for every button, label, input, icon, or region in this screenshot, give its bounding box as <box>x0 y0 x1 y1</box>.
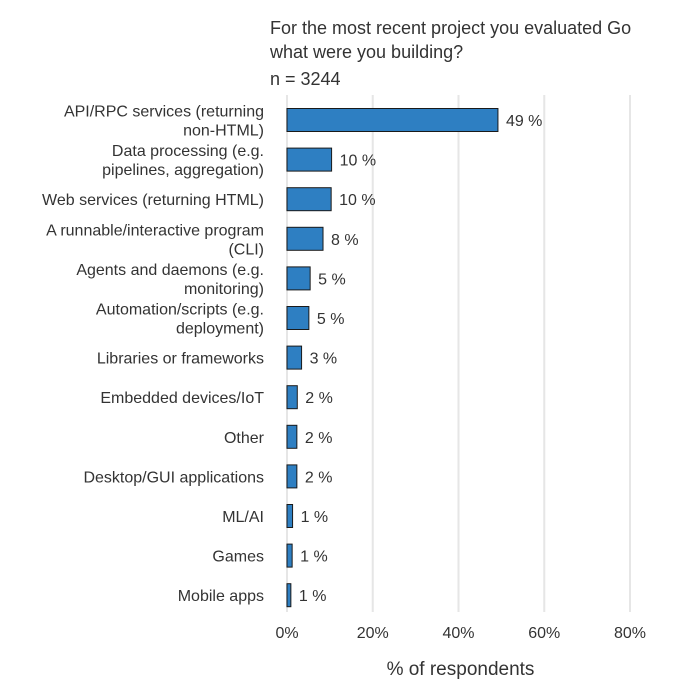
category-label: Desktop/GUI applications <box>83 469 264 486</box>
category-label: Data processing (e.g. <box>112 143 264 160</box>
value-label: 10 % <box>339 192 375 209</box>
category-label: Games <box>212 549 264 566</box>
x-tick-label: 60% <box>528 625 560 642</box>
bar <box>286 583 292 608</box>
bar <box>286 543 293 568</box>
category-label: Mobile apps <box>178 588 264 605</box>
bar <box>286 385 298 410</box>
bar <box>286 108 499 132</box>
bar <box>286 464 298 489</box>
bar <box>286 504 294 528</box>
bar <box>286 424 298 449</box>
category-label: pipelines, aggregation) <box>102 162 264 179</box>
x-tick-label: 40% <box>442 625 474 642</box>
value-label: 5 % <box>317 311 345 328</box>
bar <box>286 187 332 212</box>
value-label: 2 % <box>305 469 333 486</box>
value-label: 2 % <box>305 430 333 447</box>
x-tick-label: 80% <box>614 625 646 642</box>
category-label: A runnable/interactive program <box>46 222 264 239</box>
bar <box>286 345 303 370</box>
bar <box>286 147 333 172</box>
value-label: 49 % <box>506 113 542 130</box>
x-axis-title: % of respondents <box>387 659 535 680</box>
x-tick-label: 20% <box>357 625 389 642</box>
category-label: ML/AI <box>222 509 264 526</box>
value-label: 1 % <box>299 588 327 605</box>
category-label: Automation/scripts (e.g. <box>96 302 264 319</box>
category-label: non-HTML) <box>183 123 264 140</box>
bar <box>286 306 310 330</box>
category-label: monitoring) <box>184 281 264 298</box>
value-label: 10 % <box>340 153 376 170</box>
value-label: 8 % <box>331 232 359 249</box>
value-label: 1 % <box>300 549 328 566</box>
category-label: Libraries or frameworks <box>97 351 264 368</box>
category-label: (CLI) <box>228 241 264 258</box>
category-label: API/RPC services (returning <box>64 104 264 121</box>
bar <box>286 266 311 291</box>
value-label: 2 % <box>305 390 333 407</box>
category-label: Other <box>224 430 265 447</box>
value-label: 1 % <box>301 509 329 526</box>
category-label: deployment) <box>176 321 264 338</box>
value-label: 3 % <box>310 351 338 368</box>
chart-subtitle: n = 3244 <box>270 69 341 89</box>
value-label: 5 % <box>318 271 346 288</box>
x-tick-label: 0% <box>275 625 298 642</box>
category-label: Embedded devices/IoT <box>100 390 264 407</box>
chart-title-line-1: For the most recent project you evaluate… <box>270 18 632 38</box>
chart-title-line-2: what were you building? <box>270 42 464 62</box>
category-label: Agents and daemons (e.g. <box>76 262 264 279</box>
bar <box>286 226 324 251</box>
category-label: Web services (returning HTML) <box>42 192 264 209</box>
